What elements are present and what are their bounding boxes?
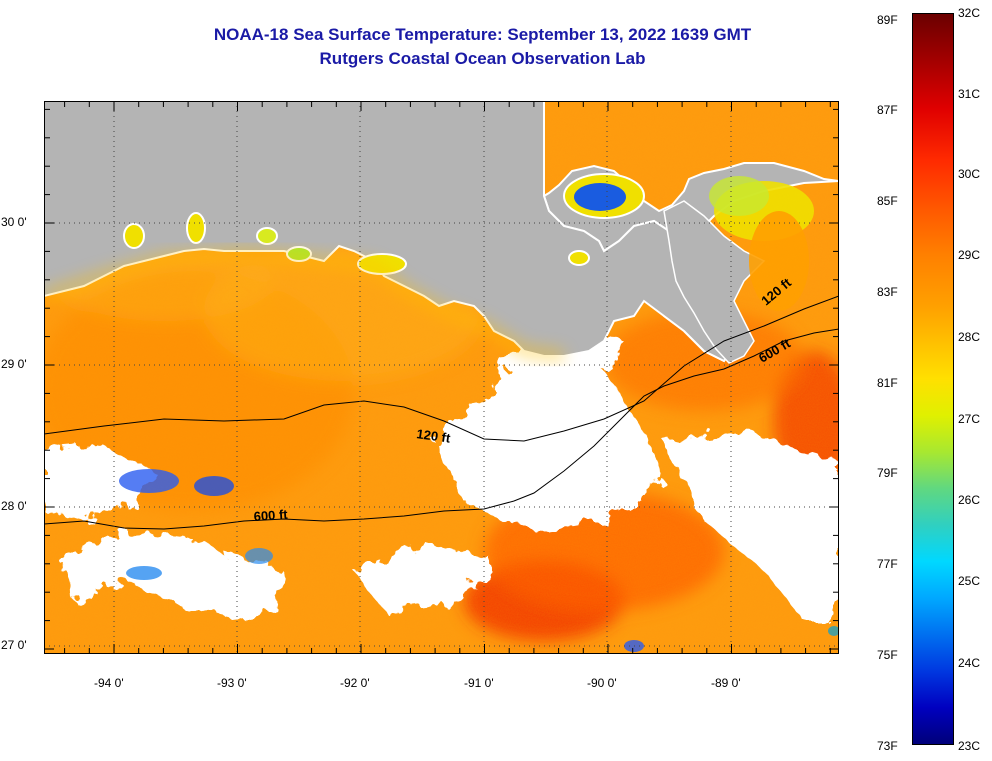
- contour-600ft: [44, 328, 839, 530]
- contour-label-600ft-west: 600 ft: [253, 507, 289, 524]
- lon-label-90: -90 0': [587, 676, 617, 690]
- lat-label-28: 28 0': [1, 499, 27, 513]
- sst-map[interactable]: 120 ft 600 ft 120 ft 600 ft: [44, 101, 839, 654]
- colorbar-f-label: 83F: [877, 285, 898, 299]
- coastal-band: [44, 247, 565, 361]
- lon-label-89: -89 0': [711, 676, 741, 690]
- lat-label-29: 29 0': [1, 357, 27, 371]
- graticule: [44, 101, 839, 654]
- lon-label-91: -91 0': [464, 676, 494, 690]
- colorbar-f-label: 89F: [877, 13, 898, 27]
- colorbar-f-label: 77F: [877, 557, 898, 571]
- contour-120ft: [44, 295, 839, 442]
- map-subtitle: Rutgers Coastal Ocean Observation Lab: [319, 49, 646, 68]
- cool-sst-patches: [119, 469, 839, 652]
- colorbar-c-label: 26C: [958, 493, 981, 507]
- colorbar-f-label: 79F: [877, 466, 898, 480]
- colorbar-f-label: 81F: [877, 376, 898, 390]
- temperature-colorbar: [912, 13, 954, 745]
- contour-label-120ft-west: 120 ft: [416, 426, 452, 446]
- colorbar-c-label: 27C: [958, 412, 981, 426]
- colorbar-c-label: 25C: [958, 574, 981, 588]
- colorbar-c-label: 32C: [958, 6, 981, 20]
- lon-label-93: -93 0': [217, 676, 247, 690]
- colorbar-f-label: 75F: [877, 648, 898, 662]
- colorbar-f-label: 87F: [877, 103, 898, 117]
- inland-water: [123, 173, 814, 311]
- lon-label-92: -92 0': [340, 676, 370, 690]
- land-east: [663, 200, 766, 364]
- colorbar-c-label: 24C: [958, 656, 981, 670]
- colorbar-c-label: 23C: [958, 739, 981, 753]
- lat-label-30: 30 0': [1, 215, 27, 229]
- map-frame: [44, 101, 839, 654]
- map-title: NOAA-18 Sea Surface Temperature: Septemb…: [213, 25, 752, 44]
- lon-label-94: -94 0': [94, 676, 124, 690]
- colorbar-c-label: 29C: [958, 248, 981, 262]
- colorbar-c-label: 31C: [958, 87, 981, 101]
- colorbar-f-label: 73F: [877, 739, 898, 753]
- colorbar-c-label: 30C: [958, 167, 981, 181]
- axis-ticks: [44, 101, 839, 654]
- colorbar-c-label: 28C: [958, 330, 981, 344]
- colorbar-f-label: 85F: [877, 194, 898, 208]
- lat-label-27: 27 0': [1, 638, 27, 652]
